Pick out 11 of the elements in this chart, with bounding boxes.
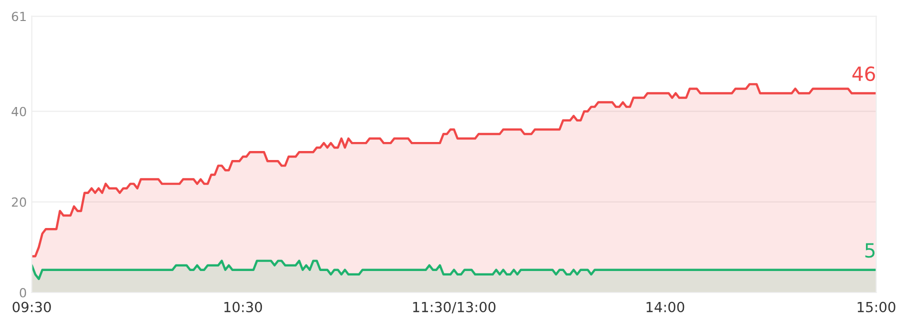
annotation: 5 — [865, 243, 875, 258]
x-tick-label: 10:30 — [224, 302, 262, 312]
y-tick-label: 40 — [12, 106, 26, 116]
y-tick-label: 61 — [12, 12, 26, 22]
x-tick-label: 09:30 — [12, 302, 51, 312]
x-tick-label: 11:30/13:00 — [413, 302, 496, 314]
annotation: 46 — [852, 66, 875, 82]
x-tick-label: 14:00 — [646, 302, 684, 312]
y-tick-label: 20 — [12, 197, 26, 207]
y-tick-label: 0 — [20, 288, 26, 298]
x-tick-label: 15:00 — [858, 302, 896, 312]
